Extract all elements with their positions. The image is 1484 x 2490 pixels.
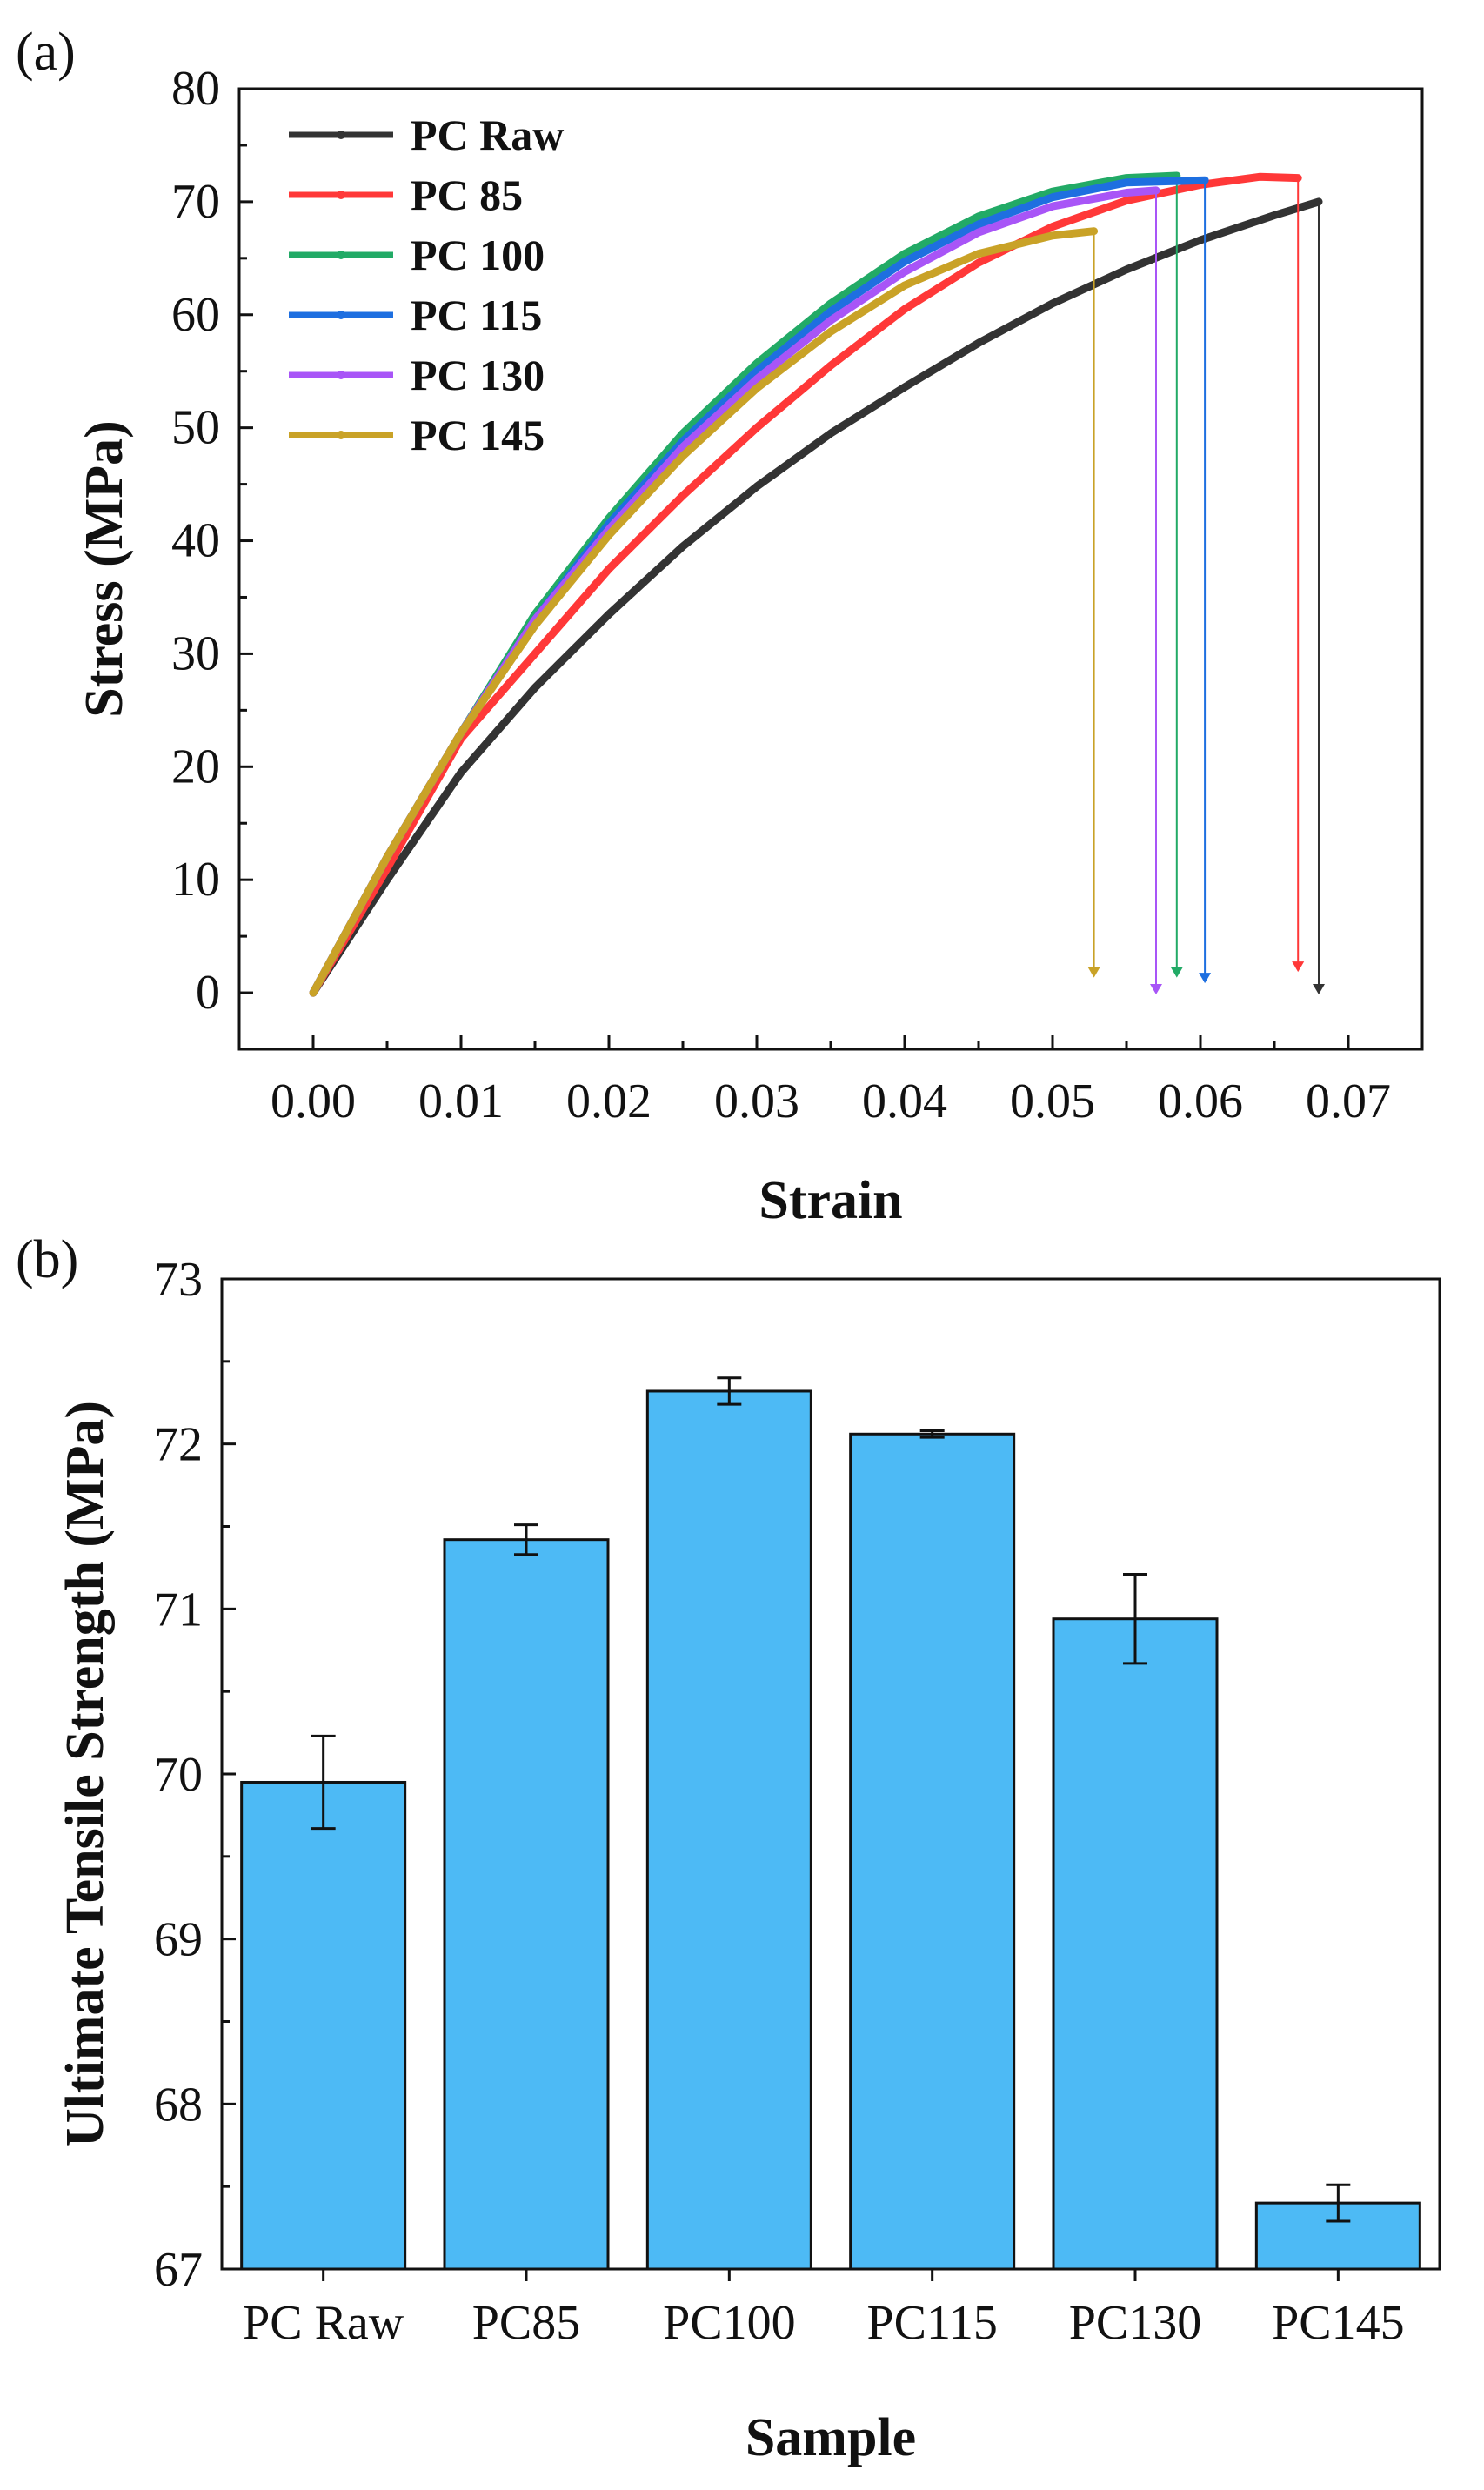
stress-strain-legend: PC Raw PC 85 PC 100 PC 115 PC 130 PC 145 [289, 110, 564, 459]
bar [849, 1432, 1016, 2271]
tensile-strength-panel: (b) PC Raw PC85 PC100 PC115 PC130 PC145 67686… [16, 1230, 1441, 2467]
fracture-marker [1170, 967, 1183, 978]
tensile-strength-plot-area [240, 1376, 1421, 2271]
y-tick-label: 69 [154, 1913, 203, 1967]
x-tick-label: PC145 [1272, 2296, 1405, 2350]
x-tick-label: 0.02 [566, 1074, 652, 1128]
y-tick-label: 20 [171, 740, 220, 793]
y-tick-label: 70 [154, 1748, 203, 1802]
legend-marker [337, 371, 345, 379]
y-tick-label: 80 [171, 62, 220, 116]
y-tick-label: 70 [171, 175, 220, 229]
x-tick-label: 0.07 [1306, 1074, 1391, 1128]
series-line [309, 197, 1323, 997]
y-tick-label: 40 [171, 514, 220, 568]
stress-strain-panel: (a) 0.00 0.01 0.02 0.03 0.04 0.05 0.06 0.07 0 10… [16, 23, 1424, 1230]
legend-label: PC 85 [411, 171, 523, 219]
legend-marker [337, 251, 345, 259]
bar [1052, 1617, 1219, 2271]
tensile-strength-y-axis-title: Ultimate Tensile Strength (MPa) [56, 1401, 115, 2147]
bar [443, 1538, 610, 2271]
stress-strain-x-axis-title: Strain [759, 1171, 902, 1230]
x-tick-label: 0.04 [862, 1074, 947, 1128]
y-tick-label: 67 [154, 2243, 203, 2297]
x-tick-label: PC85 [472, 2296, 581, 2350]
tensile-strength-y-ticks: 67 68 69 70 71 72 73 [154, 1253, 236, 2297]
legend-label: PC Raw [411, 110, 564, 159]
tensile-strength-x-axis-title: Sample [745, 2408, 916, 2467]
y-tick-label: 0 [196, 966, 220, 1020]
bar [645, 1389, 812, 2271]
panel-a-label: (a) [16, 23, 76, 82]
legend-marker [337, 431, 345, 439]
x-tick-label: PC Raw [243, 2296, 404, 2350]
y-tick-label: 73 [154, 1253, 203, 1307]
fracture-marker [1087, 967, 1100, 978]
series-line [309, 227, 1099, 997]
x-tick-label: 0.05 [1010, 1074, 1095, 1128]
tensile-strength-x-ticks: PC Raw PC85 PC100 PC115 PC130 PC145 [243, 2269, 1405, 2350]
fracture-marker [1313, 984, 1325, 995]
legend-marker [337, 191, 345, 199]
y-tick-label: 68 [154, 2078, 203, 2132]
legend-label: PC 115 [411, 291, 542, 339]
panel-b-label: (b) [16, 1230, 78, 1289]
stress-strain-y-axis-title: Stress (MPa) [75, 420, 134, 717]
x-tick-label: 0.01 [418, 1074, 504, 1128]
x-tick-label: 0.00 [271, 1074, 356, 1128]
y-tick-label: 50 [171, 401, 220, 455]
x-tick-label: 0.03 [714, 1074, 799, 1128]
stress-strain-x-ticks: 0.00 0.01 0.02 0.03 0.04 0.05 0.06 0.07 [271, 1035, 1391, 1128]
legend-label: PC 130 [411, 351, 545, 399]
stress-strain-plot-area [309, 171, 1325, 997]
x-tick-label: PC130 [1069, 2296, 1202, 2350]
stress-strain-y-ticks: 0 10 20 30 40 50 60 70 80 [171, 62, 253, 1020]
x-tick-label: PC100 [663, 2296, 796, 2350]
y-tick-label: 71 [154, 1583, 203, 1637]
fracture-marker [1199, 973, 1212, 984]
x-tick-label: PC115 [866, 2296, 997, 2350]
legend-label: PC 145 [411, 411, 545, 459]
y-tick-label: 72 [154, 1418, 203, 1472]
series-line [309, 172, 1302, 997]
fracture-marker [1150, 984, 1162, 995]
y-tick-label: 60 [171, 288, 220, 342]
legend-marker [337, 131, 345, 139]
legend-label: PC 100 [411, 231, 545, 279]
y-tick-label: 10 [171, 853, 220, 907]
y-tick-label: 30 [171, 626, 220, 680]
fracture-marker [1292, 961, 1305, 973]
bar [240, 1780, 407, 2271]
x-tick-label: 0.06 [1158, 1074, 1243, 1128]
legend-marker [337, 311, 345, 319]
